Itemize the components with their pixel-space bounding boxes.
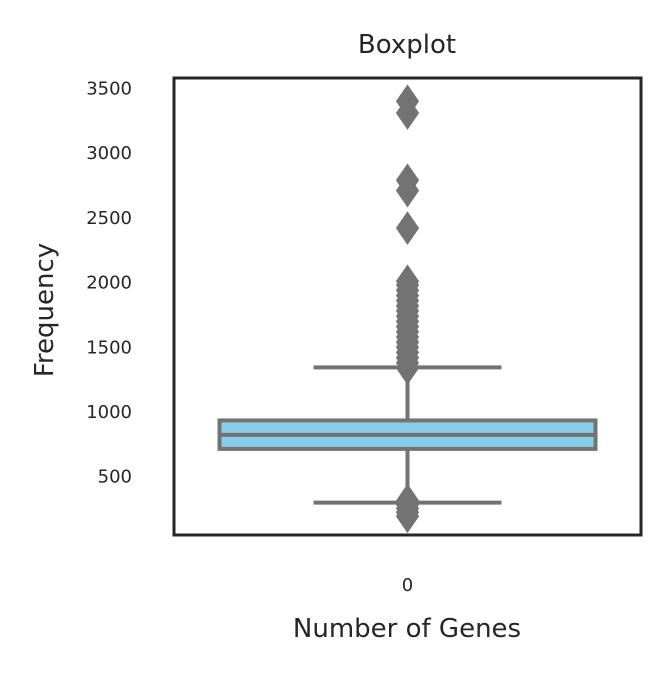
outlier-point xyxy=(395,483,420,518)
chart-title: Boxplot xyxy=(358,30,456,60)
plot-frame xyxy=(172,76,643,537)
y-tick-label: 2500 xyxy=(86,208,132,229)
y-axis-label: Frequency xyxy=(30,243,60,377)
y-tick-label: 3000 xyxy=(86,143,132,164)
y-axis-ticks: 500 1000 1500 2000 2500 3000 3500 xyxy=(86,78,132,487)
y-tick-label: 3500 xyxy=(86,78,132,99)
x-axis-label: Number of Genes xyxy=(293,614,521,644)
x-axis-ticks: 0 xyxy=(402,575,413,596)
outlier-point xyxy=(395,264,420,299)
plot-area xyxy=(217,84,598,534)
outlier-point xyxy=(395,163,420,198)
y-tick-label: 500 xyxy=(98,467,132,488)
y-tick-label: 1500 xyxy=(86,337,132,358)
outlier-point xyxy=(395,211,420,246)
x-tick-label: 0 xyxy=(402,575,413,596)
y-tick-label: 1000 xyxy=(86,402,132,423)
y-tick-label: 2000 xyxy=(86,273,132,294)
outlier-point xyxy=(395,84,420,119)
